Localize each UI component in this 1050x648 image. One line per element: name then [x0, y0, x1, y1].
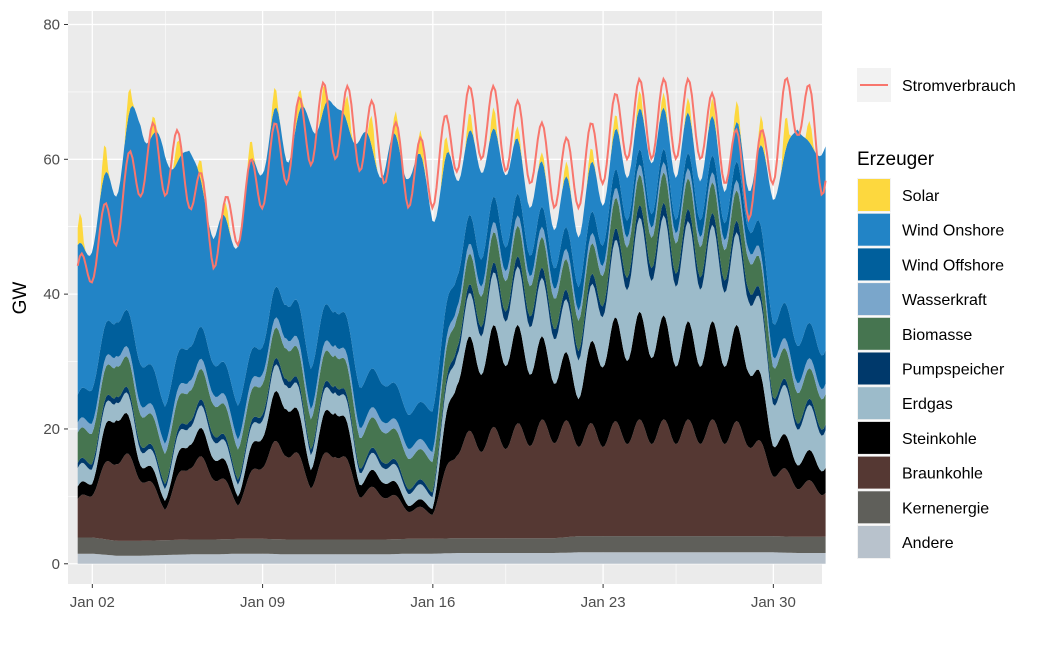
area-braunkohle [77, 419, 826, 541]
area-andere [77, 552, 826, 564]
x-tick-label: Jan 09 [240, 594, 285, 611]
legend-swatch-wind-offshore [858, 248, 890, 281]
y-tick-label: 60 [43, 151, 60, 168]
legend-label: Biomasse [902, 327, 972, 344]
x-tick-label: Jan 16 [410, 594, 455, 611]
area-erdgas [77, 215, 826, 510]
y-axis-title: GW [10, 282, 31, 315]
x-axis: Jan 02 Jan 09 Jan 16 Jan 23 Jan 30 [70, 584, 796, 611]
legend-swatch-biomasse [858, 317, 890, 350]
y-tick-label: 80 [43, 16, 60, 33]
x-tick-label: Jan 23 [581, 594, 626, 611]
line-legend-label: Stromverbrauch [902, 78, 1016, 95]
legend-swatch-pumpspeicher [858, 352, 890, 385]
legend-label: Wind Onshore [902, 223, 1004, 240]
y-tick-label: 20 [43, 421, 60, 438]
area-wind-onshore [77, 100, 826, 415]
consumption-line [76, 76, 827, 284]
legend-label: Wasserkraft [902, 292, 987, 309]
legend-title: Erzeuger [857, 149, 935, 170]
legend-swatch-steinkohle [858, 421, 890, 454]
area-layers [77, 84, 826, 564]
area-kernenergie [77, 536, 826, 556]
y-tick-label: 40 [43, 286, 60, 303]
consumption-line-group [76, 76, 827, 284]
legend-label: Pumpspeicher [902, 362, 1005, 379]
legend-label: Kernenergie [902, 500, 989, 517]
y-axis: 0 20 40 60 80 [43, 16, 68, 573]
fill-legend: Solar Wind Onshore Wind Offshore Wasserkraf… [857, 178, 1005, 559]
legend-label: Erdgas [902, 396, 953, 413]
legend-label: Solar [902, 188, 940, 205]
area-steinkohle [77, 311, 826, 515]
x-tick-label: Jan 30 [751, 594, 796, 611]
legend-swatch-wind-onshore [858, 213, 890, 246]
legend-label: Braunkohle [902, 466, 983, 483]
legend-label: Steinkohle [902, 431, 977, 448]
legend-label: Andere [902, 535, 954, 552]
legend-swatch-kernenergie [858, 491, 890, 524]
area-biomasse [77, 172, 826, 493]
legend-swatch-braunkohle [858, 456, 890, 489]
legend-swatch-wasserkraft [858, 283, 890, 316]
legend-swatch-andere [858, 526, 890, 558]
legend-swatch-erdgas [858, 387, 890, 420]
area-wind-offshore [77, 148, 826, 453]
x-tick-label: Jan 02 [70, 594, 115, 611]
legend-swatch-solar [858, 179, 890, 211]
line-legend: Stromverbrauch [857, 68, 1016, 102]
legend-label: Wind Offshore [902, 257, 1004, 274]
y-tick-label: 0 [52, 556, 60, 573]
